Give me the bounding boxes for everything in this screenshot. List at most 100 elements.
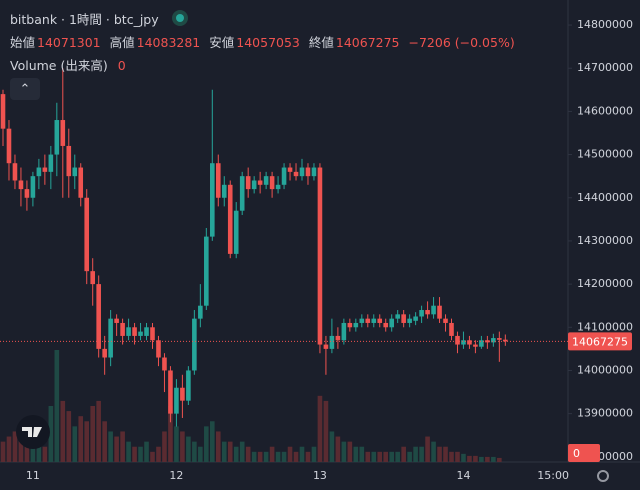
y-tick-label: 14800000 <box>577 18 633 31</box>
volume-bar <box>461 453 466 462</box>
volume-bar <box>30 446 36 462</box>
volume-bar <box>48 406 54 462</box>
volume-bar <box>42 446 48 462</box>
volume-bar <box>269 446 275 462</box>
volume-bar <box>365 451 371 462</box>
volume-bar <box>431 441 436 462</box>
volume-bar <box>239 441 245 462</box>
candle-body <box>245 176 251 190</box>
volume-bar <box>473 455 478 462</box>
candle-body <box>210 163 215 237</box>
candle-layer <box>0 68 508 427</box>
y-tick-label: 14000000 <box>577 363 633 376</box>
volume-bar <box>419 446 424 462</box>
candle-body <box>395 314 400 319</box>
volume-bar <box>54 350 60 462</box>
candle-body <box>144 327 149 336</box>
logo <box>16 415 50 449</box>
candle-body <box>335 335 341 341</box>
volume-bar <box>215 431 221 462</box>
ohlc-row: 始値 14071301 高値 14083281 安値 14057053 終値 14067… <box>10 31 520 54</box>
candle-body <box>78 167 84 198</box>
volume-bar <box>341 441 347 462</box>
candle-body <box>114 318 119 323</box>
volume-bar <box>233 446 239 462</box>
candle-body <box>497 338 502 340</box>
volume-bar <box>359 446 365 462</box>
volume-bar <box>455 451 460 462</box>
candle-body <box>126 327 131 336</box>
candle-body <box>96 284 101 349</box>
candle-body <box>329 335 335 349</box>
candle-body <box>162 357 167 371</box>
candle-body <box>42 167 48 172</box>
candle-body <box>18 180 24 190</box>
volume-bar <box>263 451 269 462</box>
volume-bar <box>401 446 406 462</box>
volume-bar <box>24 441 30 462</box>
candle-body <box>54 120 60 155</box>
volume-bar <box>353 446 359 462</box>
volume-bar <box>180 431 185 462</box>
candle-body <box>263 176 269 185</box>
candle-body <box>30 176 36 198</box>
close-label: 終値 <box>308 35 334 50</box>
candle-body <box>305 167 311 177</box>
volume-bar <box>443 446 448 462</box>
candle-body <box>425 310 430 315</box>
candle-body <box>36 167 42 177</box>
candle-body <box>491 338 496 343</box>
candle-body <box>467 340 472 345</box>
title-row: bitbank · 1時間 · btc_jpy <box>10 6 520 31</box>
candle-body <box>353 322 359 328</box>
volume-bar <box>150 451 155 462</box>
volume-bar <box>257 451 263 462</box>
volume-bar <box>311 446 317 462</box>
volume-bar <box>389 451 394 462</box>
candle-body <box>102 348 107 358</box>
candle-body <box>341 322 347 341</box>
candle-body <box>72 167 78 177</box>
volume-bar <box>275 451 281 462</box>
volume-bar <box>72 426 78 462</box>
y-tick-label: 14600000 <box>577 104 633 117</box>
candle-body <box>227 184 233 254</box>
volume-bar <box>329 431 335 462</box>
volume-bar <box>114 436 119 462</box>
y-tick-label: 14100000 <box>577 320 633 333</box>
volume-bar <box>126 441 131 462</box>
volume-bar <box>371 451 377 462</box>
candle-body <box>150 327 155 341</box>
candle-body <box>281 167 287 185</box>
candle-body <box>120 322 125 336</box>
y-tick-label: 14200000 <box>577 277 633 290</box>
candle-body <box>311 167 317 177</box>
low-value: 14057053 <box>236 35 300 50</box>
last-volume-box <box>568 444 600 462</box>
candle-body <box>383 322 389 328</box>
volume-bar <box>18 426 24 462</box>
candle-body <box>473 344 478 347</box>
candle-body <box>138 331 143 336</box>
y-tick-label: 14700000 <box>577 61 633 74</box>
candle-body <box>485 340 490 343</box>
volume-bar <box>347 441 353 462</box>
volume-layer <box>0 350 502 462</box>
candle-body <box>108 318 113 358</box>
candle-body <box>317 167 323 345</box>
candle-body <box>90 271 95 285</box>
candle-body <box>0 94 6 129</box>
last-price-box <box>568 332 632 351</box>
volume-bar <box>138 446 143 462</box>
y-tick-label: 13900000 <box>577 407 633 420</box>
volume-value: 0 <box>117 58 126 73</box>
candle-body <box>132 327 137 336</box>
candle-body <box>275 184 281 190</box>
collapse-button[interactable]: ⌃ <box>10 78 40 100</box>
volume-bar <box>144 441 149 462</box>
candle-body <box>437 305 442 319</box>
settings-icon[interactable] <box>597 470 609 482</box>
volume-bar <box>192 441 197 462</box>
